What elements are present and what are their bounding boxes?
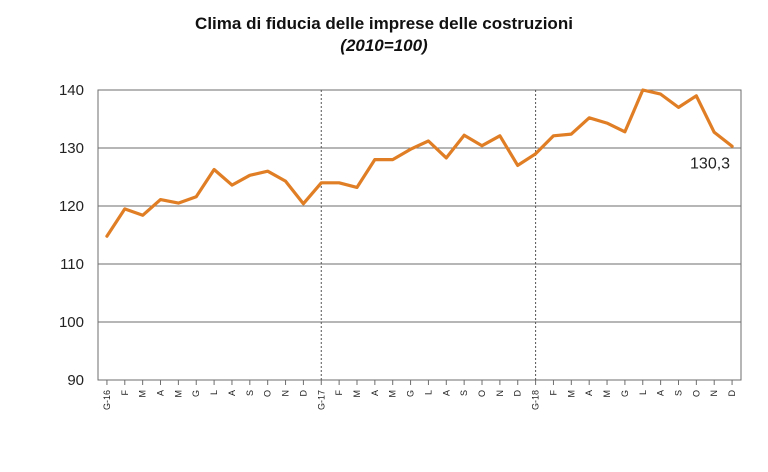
plot-border bbox=[97, 89, 742, 381]
data-point bbox=[355, 186, 359, 189]
x-tick-label: L bbox=[423, 390, 433, 395]
data-point bbox=[570, 132, 573, 136]
data-point bbox=[713, 131, 716, 134]
y-tick-label: 110 bbox=[60, 256, 84, 273]
x-tick-label: N bbox=[281, 390, 291, 397]
data-point bbox=[427, 139, 430, 143]
data-point bbox=[552, 134, 555, 138]
data-point bbox=[677, 106, 680, 109]
x-tick-label: L bbox=[209, 390, 219, 395]
x-tick-label: A bbox=[156, 390, 166, 396]
data-point bbox=[605, 121, 609, 125]
x-tick-label: D bbox=[298, 390, 308, 397]
x-tick-label: M bbox=[138, 390, 148, 398]
x-tick-label: L bbox=[638, 390, 648, 395]
data-label-last: 130,3 bbox=[690, 155, 730, 172]
data-point bbox=[462, 134, 466, 137]
x-tick-label: O bbox=[263, 390, 273, 397]
x-tick-label: S bbox=[459, 390, 469, 396]
data-point bbox=[641, 88, 644, 92]
data-point bbox=[623, 130, 627, 133]
y-tick-label: 100 bbox=[59, 314, 84, 331]
data-point bbox=[409, 147, 412, 151]
x-tick-label: F bbox=[548, 390, 558, 396]
x-tick-label: G bbox=[406, 390, 416, 397]
x-tick-label: A bbox=[227, 390, 237, 396]
data-point bbox=[105, 234, 109, 238]
x-tick-label: M bbox=[566, 390, 576, 398]
x-tick-label: F bbox=[120, 390, 130, 396]
x-tick-label: M bbox=[352, 390, 362, 398]
x-tick-label: O bbox=[691, 390, 701, 397]
y-tick-label: 120 bbox=[59, 198, 84, 215]
x-tick-label: M bbox=[173, 390, 183, 398]
data-point bbox=[480, 144, 484, 147]
x-tick-label: M bbox=[602, 390, 612, 398]
x-tick-label: N bbox=[709, 390, 719, 397]
x-tick-label: D bbox=[513, 390, 523, 397]
x-tick-label: O bbox=[477, 390, 487, 397]
data-point bbox=[498, 134, 502, 138]
y-tick-label: 130 bbox=[59, 140, 84, 157]
data-point bbox=[659, 92, 662, 96]
series-line bbox=[105, 88, 734, 238]
data-point bbox=[445, 156, 448, 160]
data-point bbox=[373, 158, 377, 161]
x-tick-label: G-18 bbox=[531, 390, 541, 410]
data-point bbox=[284, 179, 287, 183]
x-tick-label: D bbox=[727, 390, 737, 397]
x-tick-label: F bbox=[334, 390, 344, 396]
x-tick-label: G bbox=[191, 390, 201, 397]
data-point bbox=[159, 198, 162, 201]
y-tick-label: 140 bbox=[59, 82, 84, 99]
x-tick-label: G-16 bbox=[102, 390, 112, 410]
x-tick-label: G bbox=[620, 390, 630, 397]
x-tick-label: A bbox=[656, 390, 666, 396]
data-point bbox=[302, 202, 305, 205]
data-point bbox=[337, 181, 341, 184]
x-tick-label: S bbox=[245, 390, 255, 396]
x-tick-label: A bbox=[584, 390, 594, 396]
y-tick-label: 90 bbox=[67, 372, 84, 389]
chart-subtitle: (2010=100) bbox=[340, 36, 428, 55]
data-point bbox=[248, 174, 252, 177]
x-tick-label: A bbox=[370, 390, 380, 396]
chart-title: Clima di fiducia delle imprese delle cos… bbox=[195, 14, 573, 33]
data-point bbox=[141, 214, 144, 217]
data-point bbox=[730, 145, 734, 148]
data-point bbox=[230, 183, 234, 187]
x-tick-label: S bbox=[673, 390, 683, 396]
data-point bbox=[320, 181, 323, 184]
data-point bbox=[534, 152, 537, 155]
data-point bbox=[516, 164, 519, 167]
data-point bbox=[177, 201, 180, 205]
x-tick-label: G-17 bbox=[316, 390, 326, 410]
data-point bbox=[123, 207, 126, 211]
data-point bbox=[195, 195, 198, 198]
data-point bbox=[266, 170, 269, 173]
data-point bbox=[391, 158, 394, 161]
data-point bbox=[695, 94, 698, 98]
x-tick-label: A bbox=[441, 390, 451, 396]
x-tick-label: M bbox=[388, 390, 398, 398]
data-point bbox=[212, 168, 216, 171]
data-point bbox=[587, 116, 591, 120]
x-tick-label: N bbox=[495, 390, 505, 397]
